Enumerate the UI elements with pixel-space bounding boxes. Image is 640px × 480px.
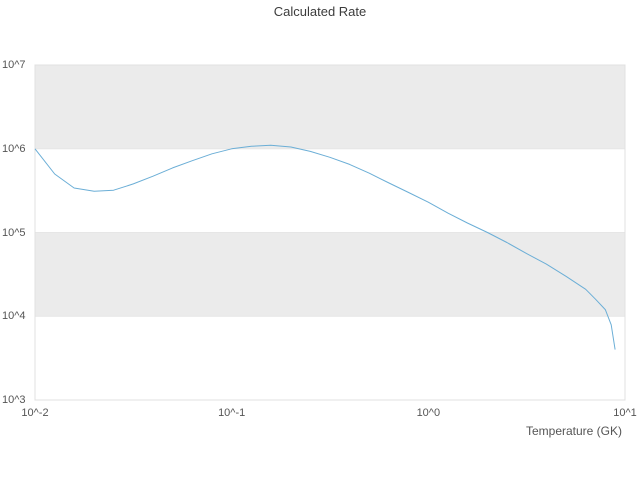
x-axis-label: Temperature (GK) — [525, 424, 622, 438]
x-tick-label: 10^1 — [613, 407, 637, 419]
y-tick-label: 10^3 — [2, 394, 26, 406]
x-tick-label: 10^-1 — [218, 407, 246, 419]
y-tick-label: 10^4 — [2, 310, 26, 323]
x-tick-label: 10^-2 — [21, 407, 49, 419]
y-tick-label: 10^7 — [2, 59, 26, 71]
shaded-band — [35, 232, 625, 317]
y-tick-label: 10^5 — [2, 226, 26, 239]
chart-title: Calculated Rate — [273, 4, 367, 19]
x-tick-label: 10^0 — [416, 407, 441, 419]
rate-line — [34, 144, 616, 350]
y-tick-label: 10^6 — [2, 142, 26, 155]
plot-frame — [34, 64, 626, 401]
shaded-band — [35, 65, 625, 149]
